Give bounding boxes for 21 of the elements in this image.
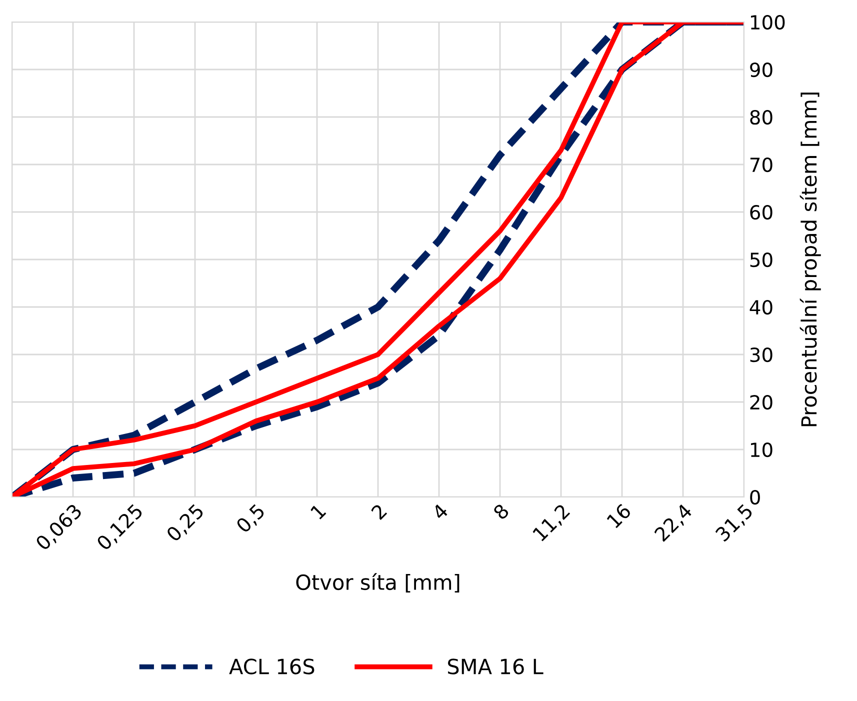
y-tick-label: 60 [750, 204, 772, 220]
y-tick-label: 20 [750, 394, 772, 410]
y-tick-label: 10 [750, 442, 772, 458]
legend-label: SMA 16 L [448, 658, 544, 674]
x-tick-label: 4 [431, 503, 449, 520]
x-tick-label: 16 [606, 502, 632, 528]
y-tick-label: 80 [750, 110, 772, 125]
y-tick-label: 30 [750, 347, 772, 362]
x-tick-label: 0,5 [235, 503, 267, 535]
y-tick-label: 40 [750, 300, 772, 315]
y-tick-label: 100 [750, 14, 785, 30]
x-tick-label: 8 [492, 503, 510, 520]
y-tick-label: 50 [750, 252, 772, 268]
x-tick-label: 1 [310, 504, 326, 520]
legend-label: ACL 16S [229, 658, 314, 674]
y-tick-label: 70 [750, 157, 772, 172]
y-axis-title: Procentuální propad sítem [mm] [800, 92, 821, 426]
x-tick-label: 2 [370, 503, 388, 520]
y-tick-label: 90 [750, 62, 772, 78]
x-axis-title: Otvor síta [mm] [296, 573, 460, 593]
y-tick-label: 0 [750, 490, 760, 505]
